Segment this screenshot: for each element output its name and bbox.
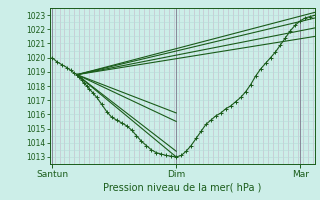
X-axis label: Pression niveau de la mer( hPa ): Pression niveau de la mer( hPa ) — [103, 183, 261, 193]
